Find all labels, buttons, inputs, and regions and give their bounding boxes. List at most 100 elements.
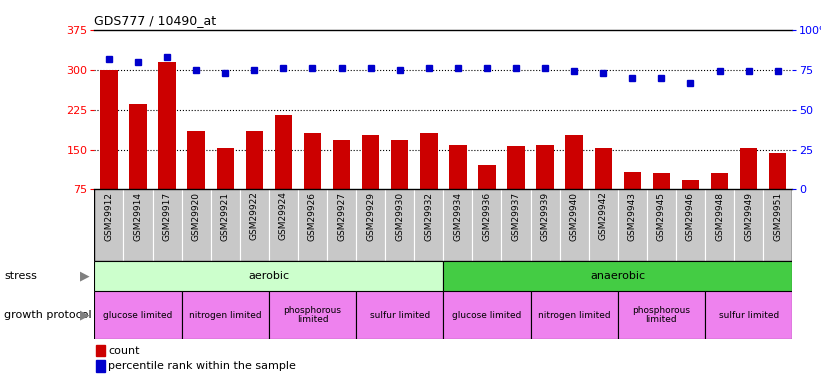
- Bar: [536, 145, 554, 189]
- Bar: [420, 132, 438, 189]
- Text: growth protocol: growth protocol: [4, 310, 92, 320]
- Text: GSM29940: GSM29940: [570, 192, 579, 240]
- Bar: [566, 135, 583, 189]
- Text: GSM29922: GSM29922: [250, 192, 259, 240]
- Text: GSM29930: GSM29930: [395, 192, 404, 241]
- Bar: [187, 131, 205, 189]
- Bar: [94, 261, 443, 291]
- Text: count: count: [108, 346, 140, 356]
- Bar: [100, 70, 117, 189]
- Text: aerobic: aerobic: [248, 271, 290, 280]
- Text: GSM29917: GSM29917: [163, 192, 172, 241]
- Bar: [217, 148, 234, 189]
- Bar: [653, 173, 670, 189]
- Text: percentile rank within the sample: percentile rank within the sample: [108, 361, 296, 371]
- Bar: [275, 115, 292, 189]
- Text: nitrogen limited: nitrogen limited: [189, 310, 262, 320]
- Bar: [443, 261, 792, 291]
- Bar: [356, 291, 443, 339]
- Bar: [385, 189, 415, 261]
- Text: GSM29939: GSM29939: [540, 192, 549, 241]
- Text: GSM29943: GSM29943: [628, 192, 637, 240]
- Bar: [647, 189, 676, 261]
- Bar: [153, 189, 181, 261]
- Text: GSM29932: GSM29932: [424, 192, 433, 240]
- Bar: [443, 291, 530, 339]
- Text: GSM29936: GSM29936: [483, 192, 492, 241]
- Bar: [734, 189, 764, 261]
- Bar: [211, 189, 240, 261]
- Bar: [181, 189, 211, 261]
- Text: GSM29934: GSM29934: [453, 192, 462, 240]
- Text: sulfur limited: sulfur limited: [369, 310, 430, 320]
- Text: stress: stress: [4, 271, 37, 280]
- Bar: [472, 189, 502, 261]
- Bar: [676, 189, 705, 261]
- Bar: [130, 104, 147, 189]
- Bar: [711, 173, 728, 189]
- Bar: [269, 189, 298, 261]
- Text: GSM29951: GSM29951: [773, 192, 782, 241]
- Text: GSM29927: GSM29927: [337, 192, 346, 240]
- Text: phosphorous
limited: phosphorous limited: [632, 306, 690, 324]
- Bar: [589, 189, 618, 261]
- Bar: [560, 189, 589, 261]
- Text: ▶: ▶: [80, 309, 89, 321]
- Bar: [618, 189, 647, 261]
- Bar: [181, 291, 269, 339]
- Text: GSM29937: GSM29937: [511, 192, 521, 241]
- Bar: [269, 291, 356, 339]
- Bar: [740, 148, 758, 189]
- Bar: [705, 291, 792, 339]
- Bar: [502, 189, 530, 261]
- Bar: [769, 153, 787, 189]
- Text: GDS777 / 10490_at: GDS777 / 10490_at: [94, 15, 217, 27]
- Text: GSM29945: GSM29945: [657, 192, 666, 240]
- Bar: [443, 189, 472, 261]
- Text: sulfur limited: sulfur limited: [718, 310, 779, 320]
- Text: GSM29924: GSM29924: [279, 192, 288, 240]
- Bar: [123, 189, 153, 261]
- Bar: [240, 189, 269, 261]
- Bar: [304, 132, 321, 189]
- Bar: [96, 345, 105, 356]
- Text: nitrogen limited: nitrogen limited: [538, 310, 611, 320]
- Bar: [94, 189, 123, 261]
- Bar: [764, 189, 792, 261]
- Bar: [333, 140, 351, 189]
- Bar: [530, 189, 560, 261]
- Text: GSM29929: GSM29929: [366, 192, 375, 240]
- Bar: [391, 140, 408, 189]
- Bar: [298, 189, 327, 261]
- Bar: [507, 146, 525, 189]
- Bar: [594, 148, 612, 189]
- Text: GSM29949: GSM29949: [744, 192, 753, 240]
- Bar: [530, 291, 618, 339]
- Text: glucose limited: glucose limited: [103, 310, 172, 320]
- Bar: [681, 180, 699, 189]
- Text: glucose limited: glucose limited: [452, 310, 521, 320]
- Bar: [158, 62, 176, 189]
- Bar: [415, 189, 443, 261]
- Text: GSM29914: GSM29914: [134, 192, 143, 240]
- Bar: [356, 189, 385, 261]
- Bar: [478, 165, 496, 189]
- Bar: [624, 172, 641, 189]
- Bar: [94, 291, 181, 339]
- Text: GSM29920: GSM29920: [191, 192, 200, 240]
- Bar: [327, 189, 356, 261]
- Bar: [96, 360, 105, 372]
- Text: ▶: ▶: [80, 269, 89, 282]
- Text: GSM29942: GSM29942: [599, 192, 608, 240]
- Text: phosphorous
limited: phosphorous limited: [283, 306, 342, 324]
- Bar: [617, 291, 705, 339]
- Bar: [449, 145, 466, 189]
- Text: GSM29948: GSM29948: [715, 192, 724, 240]
- Text: GSM29921: GSM29921: [221, 192, 230, 240]
- Text: anaerobic: anaerobic: [590, 271, 645, 280]
- Bar: [245, 131, 263, 189]
- Bar: [362, 135, 379, 189]
- Text: GSM29926: GSM29926: [308, 192, 317, 240]
- Bar: [705, 189, 734, 261]
- Text: GSM29946: GSM29946: [686, 192, 695, 240]
